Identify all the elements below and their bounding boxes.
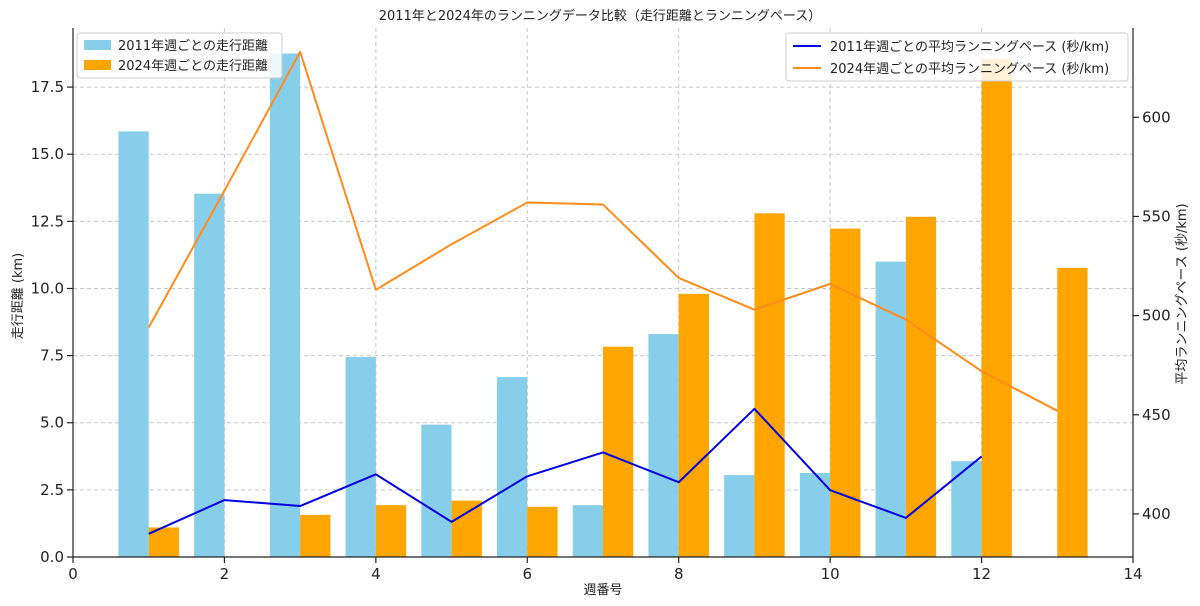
legend-label-bar1: 2024年週ごとの走行距離 xyxy=(118,58,268,74)
y2-tick-label: 500 xyxy=(1142,307,1171,325)
y-tick-label: 15.0 xyxy=(31,145,64,163)
legend-swatch-bar1 xyxy=(84,60,111,70)
legend-distance: 2011年週ごとの走行距離 2024年週ごとの走行距離 xyxy=(76,32,283,79)
y-axis-title: 走行距離 (km) xyxy=(11,253,26,339)
bar-series1-week-4 xyxy=(375,505,407,557)
y2-tick-label: 400 xyxy=(1142,505,1171,523)
bar-series0-week-4 xyxy=(345,356,376,557)
bar-series1-week-9 xyxy=(754,213,785,557)
y-tick-label: 17.5 xyxy=(31,78,64,96)
bar-series1-week-10 xyxy=(830,228,861,557)
bars xyxy=(118,53,1088,558)
y-tick-label: 7.5 xyxy=(40,347,64,365)
bar-series0-week-5 xyxy=(421,424,452,557)
bar-series0-week-1 xyxy=(118,131,149,558)
bar-series0-week-8 xyxy=(648,334,679,557)
y-tick-label: 5.0 xyxy=(40,414,64,432)
legend-label-bar0: 2011年週ごとの走行距離 xyxy=(118,38,268,54)
x-tick-label: 0 xyxy=(68,565,78,583)
y2-tick-label: 550 xyxy=(1142,207,1171,225)
x-tick-label: 8 xyxy=(674,565,684,583)
bar-series0-week-2 xyxy=(194,193,225,557)
bar-series1-week-11 xyxy=(905,216,937,557)
x-tick-label: 10 xyxy=(821,565,840,583)
y2-tick-label: 600 xyxy=(1142,108,1171,126)
bar-series0-week-9 xyxy=(724,475,755,557)
y-tick-label: 12.5 xyxy=(31,212,64,230)
bar-series0-week-10 xyxy=(799,472,831,557)
bar-series1-week-8 xyxy=(678,293,709,557)
pace-lines xyxy=(147,50,1058,535)
legend-label-line1: 2024年週ごとの平均ランニングペース (秒/km) xyxy=(830,61,1109,77)
legend-pace: 2011年週ごとの平均ランニングペース (秒/km) 2024年週ごとの平均ランニ… xyxy=(785,32,1129,82)
pace-line-series0 xyxy=(148,407,983,535)
y-tick-label: 10.0 xyxy=(31,279,64,297)
x-tick-label: 2 xyxy=(220,565,230,583)
bar-series0-week-7 xyxy=(572,505,603,557)
bar-series1-week-7 xyxy=(603,346,634,557)
y2-axis-title: 平均ランニングペース (秒/km) xyxy=(1175,203,1190,384)
bar-series1-week-6 xyxy=(527,506,558,557)
legend-distance-box xyxy=(76,32,283,79)
legend-pace-box xyxy=(785,32,1129,82)
x-tick-label: 12 xyxy=(972,565,991,583)
x-tick-label: 6 xyxy=(523,565,533,583)
bar-series1-week-13 xyxy=(1057,267,1088,557)
bar-series0-week-3 xyxy=(269,53,301,557)
bar-series0-week-6 xyxy=(497,377,528,557)
bar-series0-week-12 xyxy=(951,461,982,557)
bar-series1-week-3 xyxy=(300,514,331,557)
chart-title: 2011年と2024年のランニングデータ比較（走行距離とランニングペース） xyxy=(379,8,822,24)
x-axis-title: 週番号 xyxy=(583,583,622,598)
bar-series1-week-5 xyxy=(451,500,482,557)
x-tick-label: 14 xyxy=(1123,565,1142,583)
y2-tick-label: 450 xyxy=(1142,406,1171,424)
legend-label-line0: 2011年週ごとの平均ランニングペース (秒/km) xyxy=(830,39,1109,55)
axes: 0 2 4 6 8 10 12 14 0.0 2.5 5.0 7.5 10.0 12.5 15.0 17.5 4… xyxy=(31,28,1171,583)
x-tick-label: 4 xyxy=(371,565,381,583)
bar-series1-week-12 xyxy=(981,58,1012,558)
y-tick-label: 2.5 xyxy=(40,481,64,499)
y-tick-label: 0.0 xyxy=(40,548,64,566)
legend-swatch-bar0 xyxy=(84,40,111,50)
